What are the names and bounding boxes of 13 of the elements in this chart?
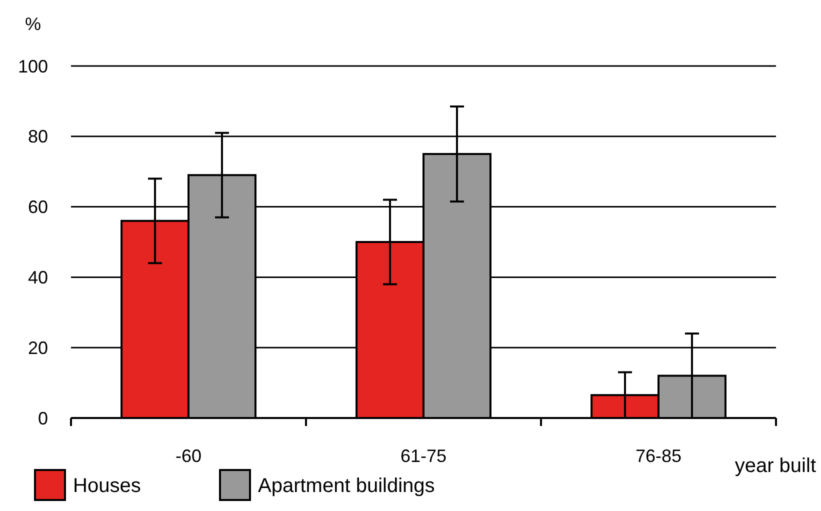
x-tick-label: 76-85	[635, 446, 682, 466]
y-tick-label: 0	[38, 408, 48, 428]
legend-label: Houses	[73, 475, 141, 497]
y-tick-label: 40	[28, 268, 48, 288]
y-tick-label: 100	[18, 56, 48, 76]
y-axis-title: %	[24, 14, 42, 34]
y-tick-label: 80	[28, 126, 48, 147]
x-tick-label: -60	[175, 446, 202, 466]
legend-label: Apartment buildings	[258, 475, 435, 497]
x-tick-label: 61-75	[400, 446, 447, 466]
y-tick-label: 20	[28, 338, 48, 358]
x-axis-title: year built	[734, 455, 816, 477]
y-tick-label: 60	[28, 197, 48, 218]
